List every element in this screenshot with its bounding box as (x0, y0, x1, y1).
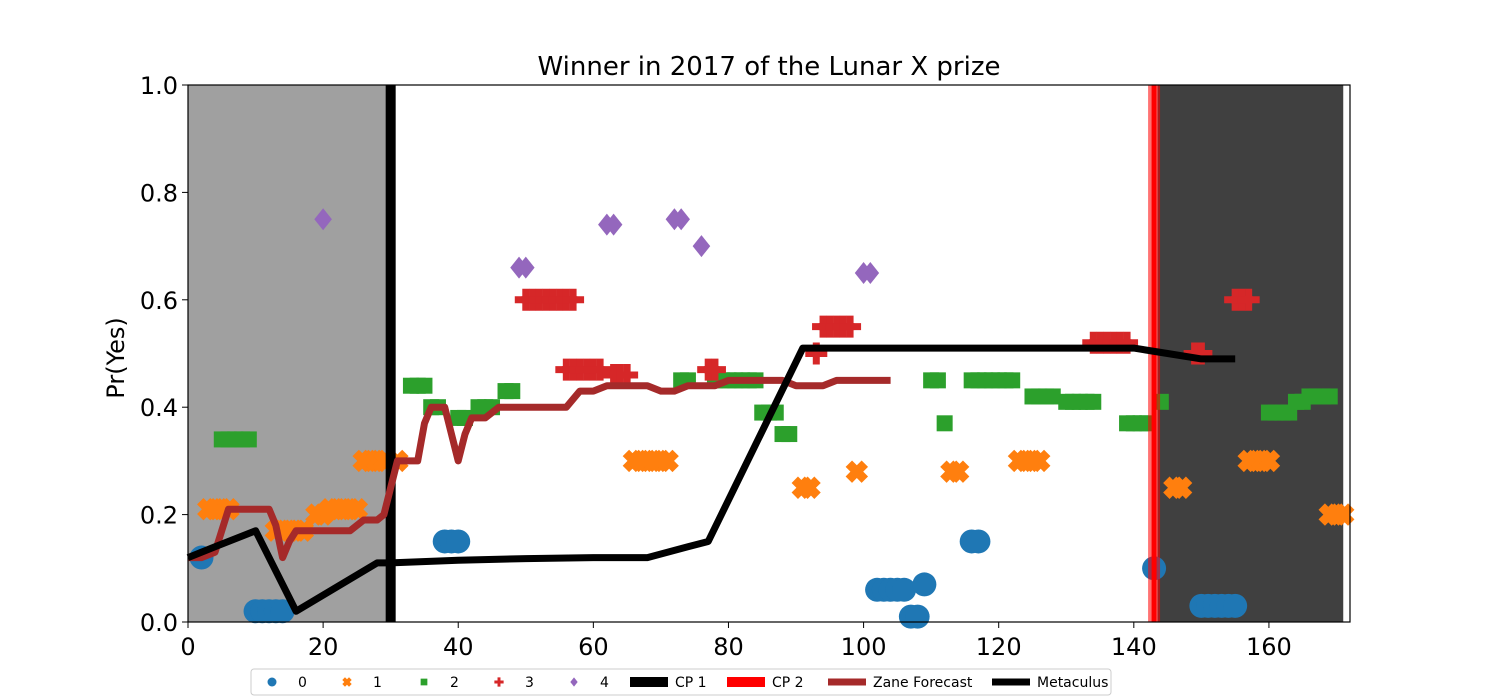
series-1-point (345, 498, 369, 521)
series-3-point (1237, 288, 1260, 311)
series-0-point (912, 572, 937, 597)
axes: 0 20 40 60 80 100 120 140 160 0.0 0.2 0.4 0.6 0.8 1.0 (140, 72, 1292, 661)
series-0-point (270, 599, 295, 624)
legend-entry-cp-2: CP 2 (727, 675, 804, 691)
legend-label: 3 (525, 675, 534, 691)
plot-frame (187, 84, 1351, 623)
x-tick-label: 40 (443, 633, 474, 661)
legend-entry-2: 2 (420, 675, 459, 691)
series-3-point (839, 315, 862, 338)
series-2-point (1044, 388, 1061, 405)
legend-marker-2 (420, 678, 428, 686)
series-0-point (905, 604, 930, 629)
forecast-lines (186, 344, 1236, 615)
x-tick-label: 0 (180, 633, 195, 661)
series-1-points (197, 449, 1355, 542)
x-tick-label: 140 (1111, 633, 1157, 661)
series-2-point (1004, 372, 1021, 389)
x-tick-label: 160 (1246, 633, 1292, 661)
x-tick-label: 20 (308, 633, 339, 661)
series-0-point (966, 529, 991, 554)
legend-label: 2 (450, 675, 459, 691)
chart-title: Winner in 2017 of the Lunar X prize (538, 52, 1001, 82)
zane-forecast-line (188, 376, 891, 562)
series-2-point (936, 415, 953, 432)
series-4-point (692, 235, 711, 258)
series-2-point (781, 426, 798, 443)
y-tick-label: 0.8 (140, 179, 178, 207)
series-2-point (1085, 393, 1102, 410)
series-4-point (861, 261, 880, 284)
legend-label: CP 1 (675, 675, 707, 691)
series-1-point (656, 449, 679, 473)
legend-entry-cp-1: CP 1 (630, 675, 707, 691)
x-tick-label: 120 (976, 633, 1022, 661)
y-tick-label: 1.0 (140, 72, 178, 100)
legend-marker-3 (494, 677, 504, 687)
legend-label: Metaculus (1037, 675, 1108, 691)
series-2-point (504, 383, 521, 400)
series-1-point (798, 476, 821, 499)
series-3-point (1116, 331, 1139, 354)
series-3-points (514, 288, 1260, 386)
series-3-point (562, 288, 585, 311)
legend-label: CP 2 (772, 675, 804, 691)
series-1-point (1169, 476, 1193, 499)
legend-label: Zane Forecast (873, 675, 973, 691)
series-3-point (1190, 342, 1213, 365)
x-tick-label: 60 (578, 633, 609, 661)
series-3-point (589, 358, 612, 381)
legend-entry-3: 3 (494, 675, 534, 691)
series-2-point (1321, 388, 1338, 405)
legend-entry-zane-forecast: Zane Forecast (828, 675, 973, 691)
series-2-point (929, 372, 946, 389)
series-3-point (616, 363, 639, 386)
legend-label: 1 (373, 675, 382, 691)
series-3-point (805, 342, 828, 365)
legend-box (250, 668, 1112, 696)
legend: 0 1 2 3 4 CP 1 CP 2 Zane Forecast Metaculus (250, 668, 1112, 696)
metaculus-line (186, 344, 1236, 615)
series-4-point (516, 256, 535, 279)
series-4-point (314, 208, 332, 231)
x-tick-label: 80 (713, 633, 744, 661)
y-axis-label: Pr(Yes) (102, 317, 130, 398)
series-4-points (314, 208, 880, 284)
series-4-point (672, 208, 690, 231)
series-3-point (703, 358, 726, 381)
series-1-point (1028, 449, 1051, 473)
series-1-point (1257, 449, 1281, 473)
x-tick-label: 100 (841, 633, 887, 661)
series-2-point (240, 431, 257, 448)
series-0-point (1223, 593, 1248, 618)
series-1-point (1332, 503, 1355, 526)
y-tick-label: 0.4 (140, 394, 178, 422)
legend-marker-0 (267, 677, 277, 687)
legend-entry-metaculus: Metaculus (992, 675, 1108, 691)
y-tick-label: 0.2 (140, 502, 178, 530)
series-1-point (845, 460, 869, 483)
legend-entry-1: 1 (342, 675, 382, 691)
series-0-point (446, 529, 471, 554)
series-0-point (892, 577, 917, 602)
y-tick-label: 0.0 (140, 609, 178, 637)
legend-entry-0: 0 (267, 675, 307, 691)
legend-marker-1 (342, 677, 352, 687)
y-tick-label: 0.6 (140, 287, 178, 315)
legend-label: 0 (298, 675, 307, 691)
series-2-point (416, 377, 433, 394)
series-4-point (604, 213, 623, 236)
series-1-point (946, 460, 970, 483)
legend-label: 4 (600, 675, 609, 691)
